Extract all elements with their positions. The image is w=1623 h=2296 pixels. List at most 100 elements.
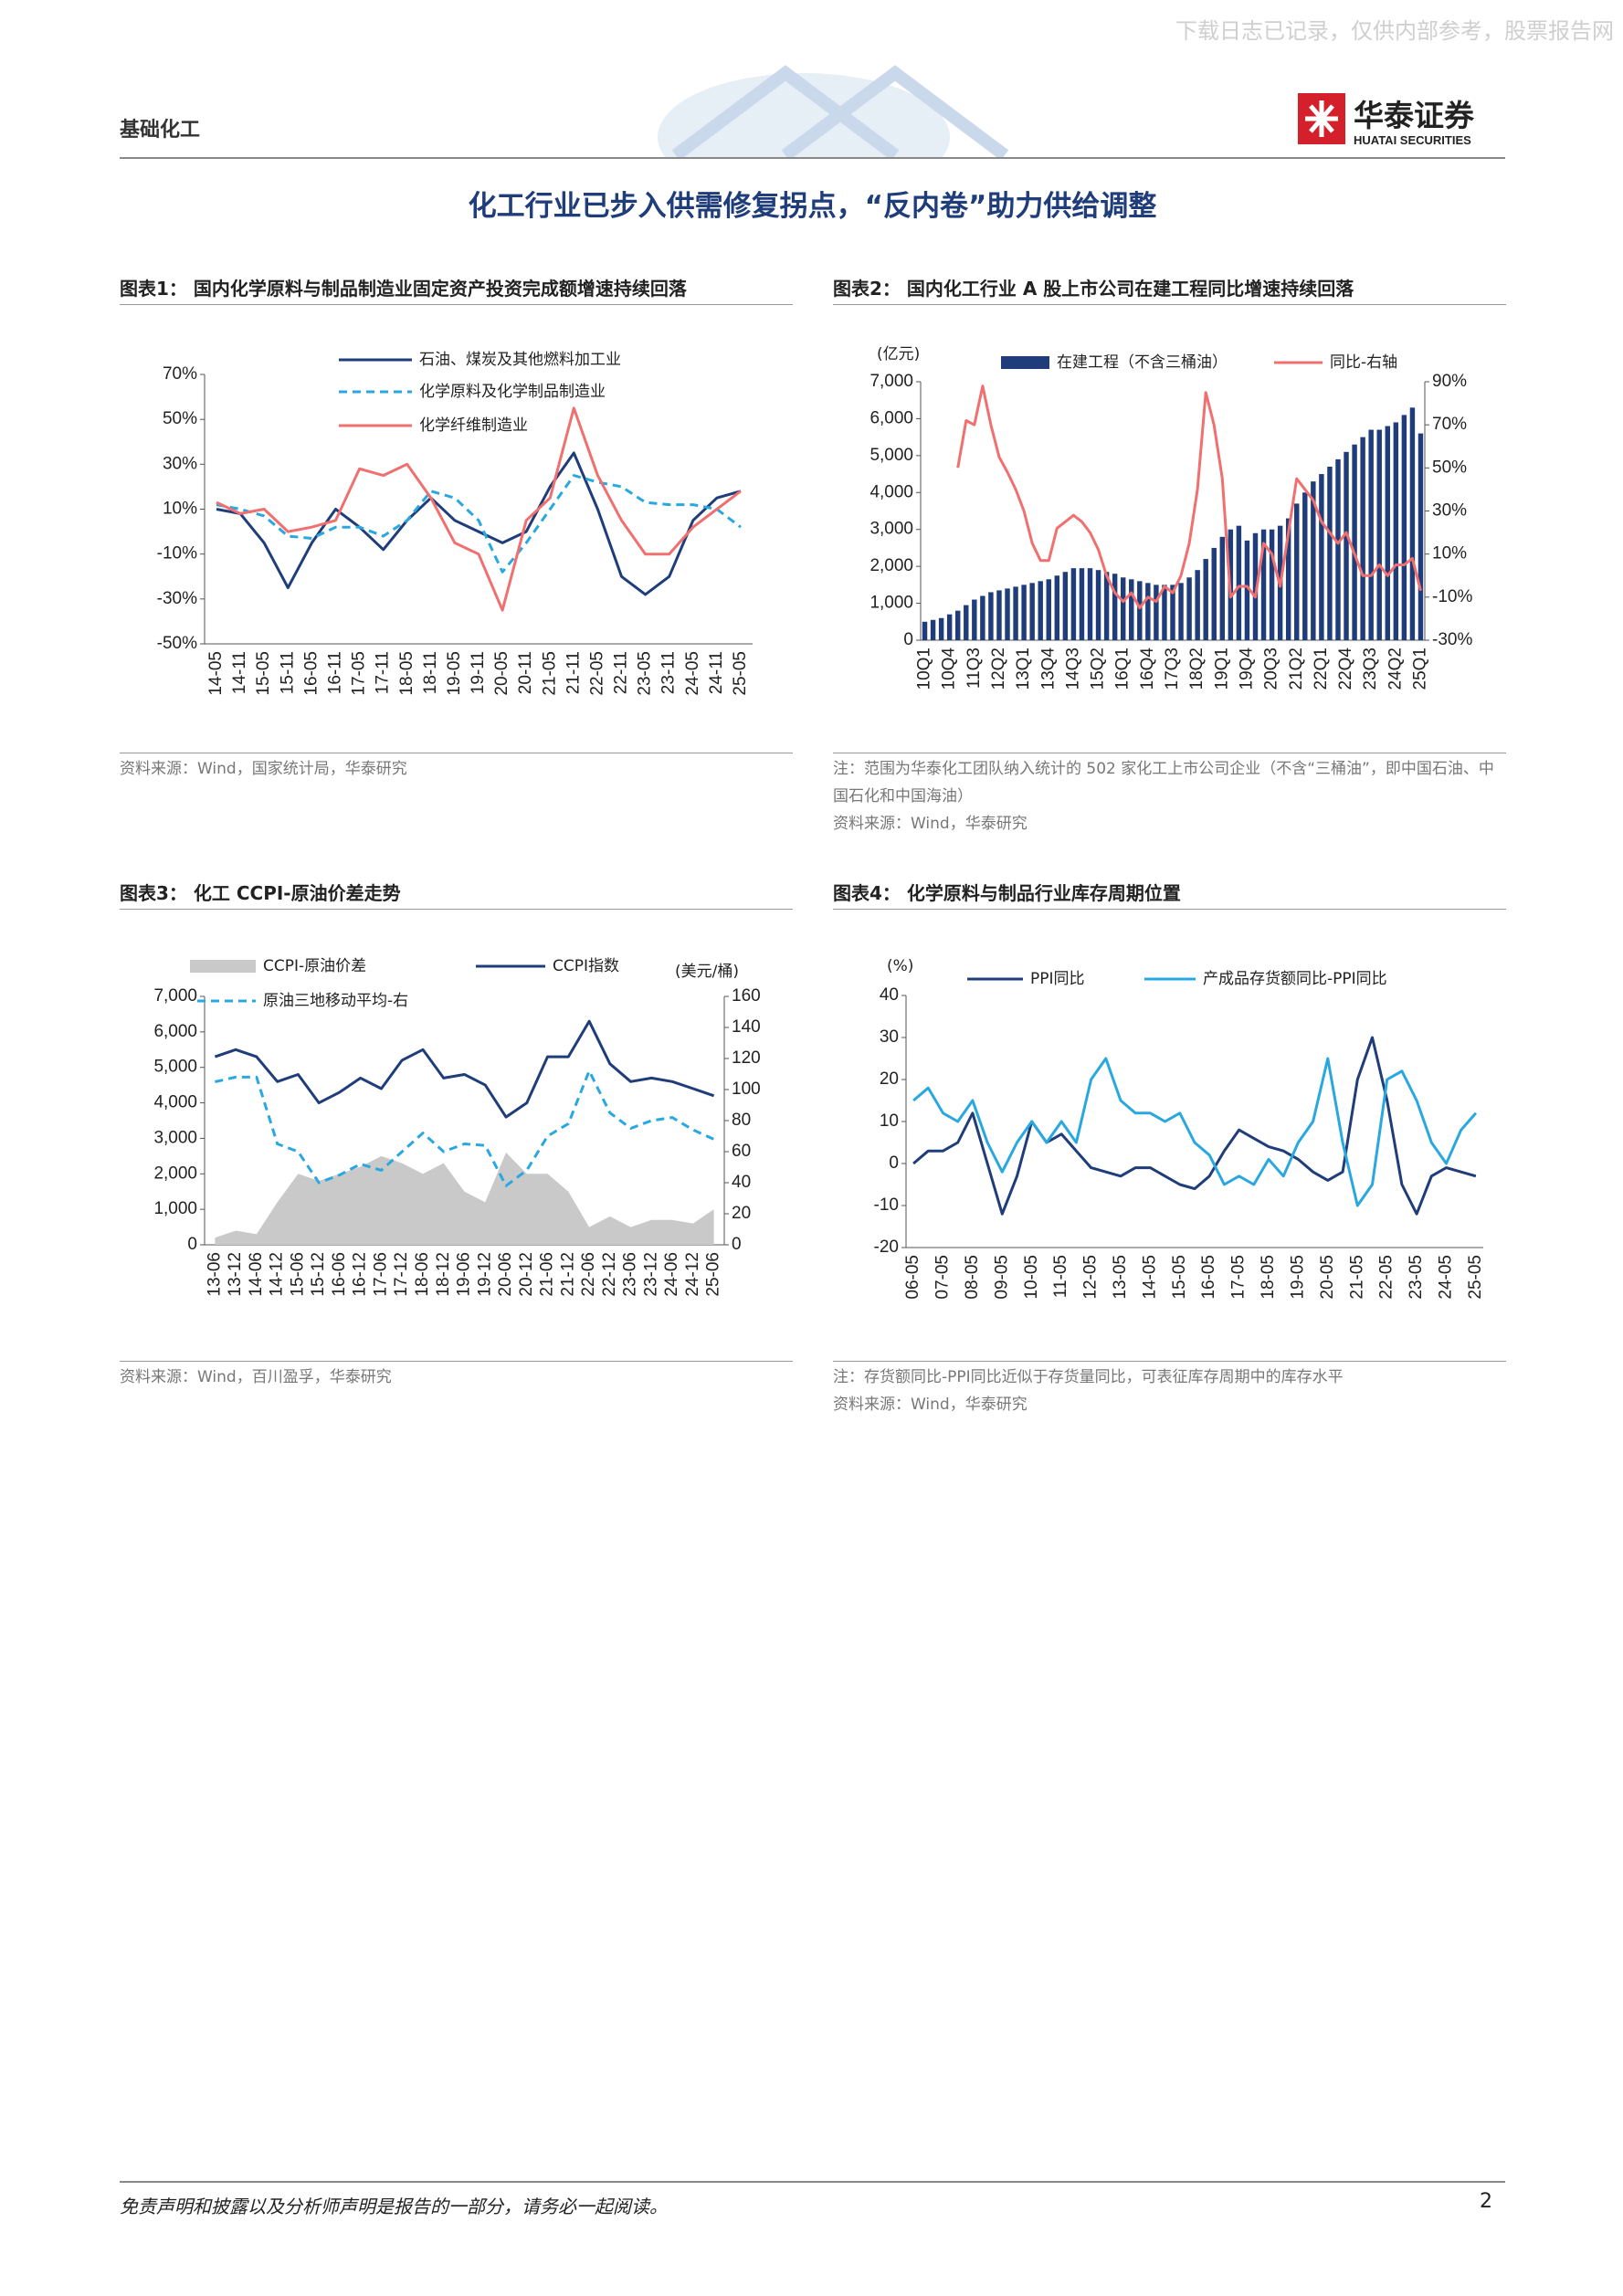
x-tick-label: 14Q3	[1063, 648, 1082, 690]
bar	[930, 619, 936, 640]
x-tick-label: 22Q1	[1312, 648, 1331, 690]
bar	[1162, 585, 1167, 640]
bar	[1294, 503, 1300, 640]
x-tick-label: 24-06	[662, 1252, 681, 1297]
y2-tick-label: 10%	[1432, 544, 1467, 563]
bar	[1236, 525, 1242, 640]
x-tick-label: 17-05	[350, 651, 369, 696]
figure-title: 图表3： 化工 CCPI-原油价差走势	[120, 879, 793, 910]
x-tick-label: 11-05	[1051, 1255, 1070, 1298]
x-tick-label: 23-12	[641, 1252, 660, 1297]
bar	[1087, 568, 1093, 640]
bar	[1145, 583, 1151, 640]
x-tick-label: 19-11	[469, 651, 488, 694]
x-tick-label: 21-12	[558, 1252, 577, 1297]
x-tick-label: 16-05	[1199, 1255, 1218, 1300]
x-tick-label: 10Q4	[940, 648, 959, 690]
y2-tick-label: 160	[732, 986, 761, 1006]
bar	[988, 592, 994, 640]
area	[215, 1152, 714, 1245]
x-tick-label: 22-05	[587, 651, 606, 696]
bar	[1170, 585, 1175, 640]
x-tick-label: 24-05	[1437, 1255, 1456, 1300]
bar	[1079, 568, 1085, 640]
legend-label: 原油三地移动平均-右	[263, 992, 408, 1010]
line	[215, 1069, 715, 1187]
y2-tick-label: 40	[732, 1173, 751, 1192]
x-tick-label: 15-05	[1170, 1255, 1189, 1300]
y-tick-label: 2,000	[153, 1164, 197, 1183]
x-tick-label: 20-05	[492, 651, 511, 696]
bar	[1385, 426, 1390, 640]
legend-label: CCPI指数	[553, 957, 619, 975]
chart: 0 1,000 2,000 3,000 4,000 5,000 6,000 7,000 -30%…	[869, 345, 1472, 690]
x-tick-label: 16-05	[301, 651, 321, 696]
bar	[1252, 532, 1259, 640]
bar	[1103, 572, 1110, 640]
y-tick-label: 10%	[163, 500, 197, 519]
line	[912, 1036, 1477, 1216]
bar	[1327, 466, 1333, 640]
chart: -20 -10 0 10 20 30 40 (%) 06-05 07-05 08-05 09-05 10…	[874, 957, 1485, 1300]
bar	[1368, 429, 1374, 640]
x-tick-label: 15-06	[288, 1252, 307, 1297]
y2-axis-unit: (美元/桶)	[675, 963, 739, 981]
x-tick-label: 09-05	[992, 1255, 1011, 1300]
bar	[1005, 588, 1010, 640]
page-number: 2	[1480, 2190, 1492, 2213]
x-tick-label: 17-12	[392, 1252, 411, 1297]
y2-tick-label: 100	[732, 1080, 761, 1099]
y-tick-label: 6,000	[869, 408, 913, 427]
bar	[1120, 577, 1126, 640]
bar	[1285, 518, 1291, 640]
x-tick-label: 20-12	[517, 1252, 536, 1297]
x-tick-label: 17-05	[1229, 1255, 1249, 1300]
note: 资料来源：Wind，华泰研究	[833, 815, 1028, 833]
bar	[1195, 570, 1200, 640]
x-tick-label: 18-05	[397, 651, 416, 696]
bar	[1269, 529, 1275, 640]
x-tick-label: 19-05	[1288, 1255, 1307, 1300]
x-tick-label: 13-05	[1111, 1255, 1130, 1300]
y2-tick-label: 20	[732, 1204, 751, 1223]
bar	[955, 610, 961, 640]
bar	[1070, 568, 1077, 640]
bar	[1062, 572, 1069, 640]
y2-tick-label: -30%	[1432, 630, 1472, 649]
x-tick-label: 23-05	[1407, 1255, 1426, 1300]
x-tick-label: 15Q2	[1089, 648, 1108, 690]
bar	[1376, 429, 1382, 640]
bar	[1178, 583, 1184, 640]
y-tick-label: 50%	[163, 409, 197, 428]
y2-tick-label: 60	[732, 1142, 751, 1161]
bar	[1393, 422, 1399, 640]
bar	[1360, 437, 1365, 640]
bar	[1352, 444, 1357, 640]
bar	[1137, 581, 1143, 640]
x-tick-label: 22-11	[612, 651, 631, 694]
x-tick-label: 13-12	[226, 1252, 245, 1297]
y2-tick-label: 80	[732, 1111, 751, 1130]
note: 资料来源：Wind，国家统计局，华泰研究	[120, 760, 407, 778]
x-tick-label: 19Q1	[1212, 648, 1231, 690]
y2-tick-label: -10%	[1432, 587, 1472, 606]
x-tick-label: 15-11	[278, 651, 297, 694]
x-tick-label: 16-11	[325, 651, 344, 694]
x-tick-label: 08-05	[963, 1255, 982, 1300]
x-tick-label: 13Q4	[1038, 648, 1058, 690]
x-tick-label: 19-06	[455, 1252, 474, 1297]
x-tick-label: 16Q4	[1138, 648, 1157, 690]
x-tick-label: 15-05	[254, 651, 273, 696]
y2-tick-label: 30%	[1432, 501, 1467, 521]
bar	[1244, 540, 1250, 640]
bar	[1129, 579, 1134, 640]
y2-tick-label: 50%	[1432, 458, 1467, 477]
x-tick-label: 19-05	[445, 651, 464, 696]
y-tick-label: 6,000	[153, 1022, 197, 1041]
y-axis-unit: (亿元)	[877, 345, 920, 363]
bar	[1095, 570, 1101, 640]
y-tick-label: -20	[874, 1238, 899, 1257]
footer-rule	[120, 2181, 1505, 2183]
x-tick-label: 25-05	[1466, 1255, 1485, 1300]
x-tick-label: 20-05	[1318, 1255, 1337, 1300]
